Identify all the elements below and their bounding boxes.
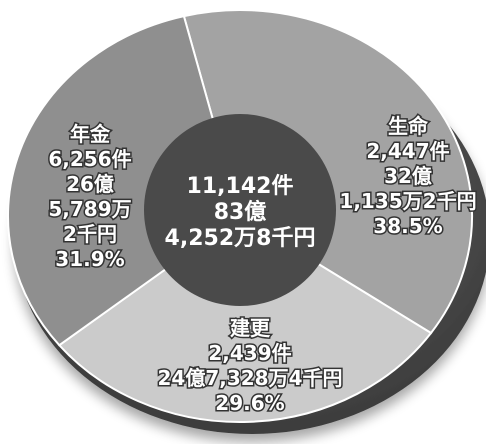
slice-label-nenkin: 年金 6,256件 26億 5,789万 2千円 31.9% [47,121,133,273]
slice-count: 2,439件 [208,341,291,365]
slice-percent: 38.5% [373,214,442,238]
slice-amount-line: 24億7,328万4千円 [157,366,342,390]
slice-label-seimei: 生命 2,447件 32億 1,135万2千円 38.5% [338,113,478,240]
slice-amount-line: 32億 [384,164,432,188]
pie-slice-nenkin [7,14,242,347]
center-amount-rest: 4,252万8千円 [165,226,316,251]
pie-slice-kenko [57,214,433,423]
slice-amount-line: 1,135万2千円 [339,189,476,213]
slice-name: 生命 [388,114,429,138]
pie-slice-seimei [182,9,474,335]
center-total-disc [144,114,336,306]
slice-label-kenko: 建更 2,439件 24億7,328万4千円 29.6% [156,315,344,417]
pie-slices [7,9,474,423]
slice-amount-line: 5,789万 [48,197,131,221]
slice-name: 年金 [70,122,111,146]
slice-count: 2,447件 [366,139,449,163]
center-amount-oku: 83億 [214,199,267,225]
slice-percent: 31.9% [55,247,124,271]
slice-amount-line: 26億 [66,172,114,196]
center-total-label: 11,142件 83億 4,252万8千円 [165,174,316,251]
slice-count: 6,256件 [48,147,131,171]
slice-amount-line: 2千円 [63,222,117,246]
center-count: 11,142件 [187,174,294,199]
slice-percent: 29.6% [215,391,284,415]
slice-name: 建更 [230,316,271,340]
